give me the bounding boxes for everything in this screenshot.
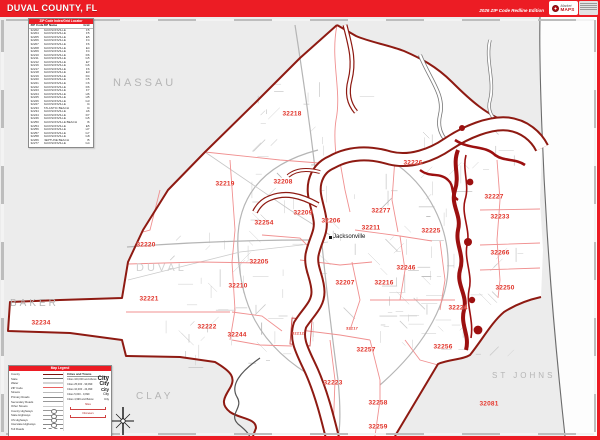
col-grid: Grid	[83, 23, 90, 27]
scale-bar-miles: Miles	[67, 403, 109, 410]
index-row: 32202 JACKSONVILLE F5	[30, 27, 90, 32]
index-row: 32218 JACKSONVILLE E3	[30, 70, 90, 75]
compass-rose-icon	[112, 407, 134, 435]
index-row: 32223 JACKSONVILLE F7	[30, 88, 90, 93]
index-row: 32258 JACKSONVILLE G8	[30, 134, 90, 139]
zip-index-box: ZIP Code Index/Grid Locator ZIP Code ZIP…	[28, 18, 94, 148]
intracoastal-waterway	[419, 125, 526, 351]
scale-bar-kilometers: Kilometers	[67, 412, 109, 419]
legend-item-county-highways: County Highways	[11, 408, 63, 415]
legend-item-primary-roads: Primary Roads	[11, 395, 63, 400]
grid-ruler-right	[593, 20, 596, 432]
cities-towns-title: Cities and Towns	[67, 372, 109, 377]
index-row: 32216 JACKSONVILLE G6	[30, 63, 90, 68]
atlantic-ocean	[539, 17, 600, 436]
legend-item-other-streets: Other Streets	[11, 404, 63, 409]
title-bar: DUVAL COUNTY, FL 2026 ZIP Code Redline E…	[0, 0, 600, 17]
brand-logo: Market MAPS	[549, 1, 598, 15]
legend-item-zip-code: ZIP Code	[11, 386, 63, 391]
index-row: 32221 JACKSONVILLE C6	[30, 81, 90, 85]
zip-index-columns: ZIP Code ZIP Name Grid	[29, 23, 93, 29]
legend-item-state: State	[11, 377, 63, 382]
grid-ruler-top	[6, 18, 594, 21]
st-johns-river	[252, 24, 549, 440]
legend-item-secondary-roads: Secondary Roads	[11, 399, 63, 404]
city-classes: Cities 100,000 and Above City Cities 25,00…	[67, 376, 109, 402]
brand-logo-main: Market MAPS	[549, 1, 578, 15]
legend-item-toll-roads: Toll Roads	[11, 427, 63, 432]
index-row: 32209 JACKSONVILLE F4	[30, 49, 90, 54]
col-zip: ZIP Code	[30, 23, 44, 27]
zip-index-title: ZIP Code Index/Grid Locator	[29, 19, 93, 24]
legend-item-water: Water	[11, 381, 63, 386]
grid-ruler-bottom	[6, 432, 594, 435]
bottom-red-bar	[0, 436, 600, 440]
index-row: 32234 JACKSONVILLE A6	[30, 109, 90, 114]
right-red-edge	[597, 17, 600, 440]
index-row: 32206 JACKSONVILLE F4	[30, 38, 90, 43]
city-class-row: Cities 5,000 - 9,999 City	[67, 391, 109, 396]
coastline	[539, 16, 566, 437]
index-row: 32224 JACKSONVILLE H6	[30, 91, 90, 96]
legend-item-county: County	[11, 372, 63, 377]
legend-item-state-highways: State Highways	[11, 413, 63, 419]
index-row: 32277 JACKSONVILLE G4	[30, 141, 90, 146]
index-row: 32210 JACKSONVILLE D6	[30, 52, 90, 57]
page-title: DUVAL COUNTY, FL	[7, 3, 98, 13]
index-row: 32211 JACKSONVILLE G5	[30, 56, 90, 61]
legend-item-streets: Streets	[11, 390, 63, 395]
zip-index-rows: 32202 JACKSONVILLE F5 32204 JACKSONVILLE F5 32…	[29, 27, 93, 146]
map-legend-box: Map Legend County State Water ZIP Code Stree…	[8, 365, 112, 438]
index-row: 32222 JACKSONVILLE D6	[30, 84, 90, 89]
compass-logo-icon	[552, 4, 560, 12]
legend-item-interstate-highways: Interstate Highways	[11, 422, 63, 428]
index-row: 32219 JACKSONVILLE D4	[30, 73, 90, 78]
index-row: 32205 JACKSONVILLE E5	[30, 34, 90, 39]
brand-logo-text: Market MAPS	[560, 3, 575, 12]
edition-label: 2026 ZIP Code Redline Edition	[479, 8, 544, 13]
legend-items: County State Water ZIP Code Streets Primary R…	[11, 372, 63, 431]
index-row: 32220 JACKSONVILLE C5	[30, 77, 90, 82]
city-class-row: Cities 100,000 and Above City	[67, 376, 109, 383]
city-class-row: Cities 10,000 - 24,999 City	[67, 386, 109, 392]
index-row: 32217 JACKSONVILLE F6	[30, 66, 90, 71]
index-row: 32244 JACKSONVILLE D7	[30, 112, 90, 117]
scale-bars: Miles Kilometers	[67, 403, 109, 419]
legend-item-us-highways: US Highways	[11, 417, 63, 424]
index-row: 32233 ATLANTIC BEACH I4	[30, 105, 90, 110]
city-class-row: Cities 4,999 and Below City	[67, 396, 109, 401]
index-row: 32207 JACKSONVILLE F6	[30, 41, 90, 46]
index-row: 32246 JACKSONVILLE G5	[30, 116, 90, 121]
logo-fineprint	[579, 1, 598, 15]
index-row: 32212 JACKSONVILLE E7	[30, 59, 90, 64]
index-row: 32257 JACKSONVILLE G7	[30, 130, 90, 135]
legend-title: Map Legend	[9, 366, 111, 371]
city-class-row: Cities 25,000 - 99,999 City	[67, 381, 109, 388]
index-row: 32256 JACKSONVILLE H7	[30, 127, 90, 132]
index-row: 32227 JACKSONVILLE I4	[30, 102, 90, 107]
col-name: ZIP Name	[43, 24, 58, 27]
index-row: 32250 JACKSONVILLE BEACH I6	[30, 120, 90, 125]
index-row: 32208 JACKSONVILLE E4	[30, 45, 90, 50]
index-row: 32266 NEPTUNE BEACH I5	[30, 137, 90, 142]
grid-ruler-left	[1, 20, 4, 432]
index-row: 32254 JACKSONVILLE E5	[30, 123, 90, 128]
index-row: 32204 JACKSONVILLE F5	[30, 31, 90, 36]
index-row: 32225 JACKSONVILLE H5	[30, 95, 90, 100]
index-row: 32226 JACKSONVILLE G3	[30, 98, 90, 103]
duval-county-fill	[8, 25, 543, 436]
